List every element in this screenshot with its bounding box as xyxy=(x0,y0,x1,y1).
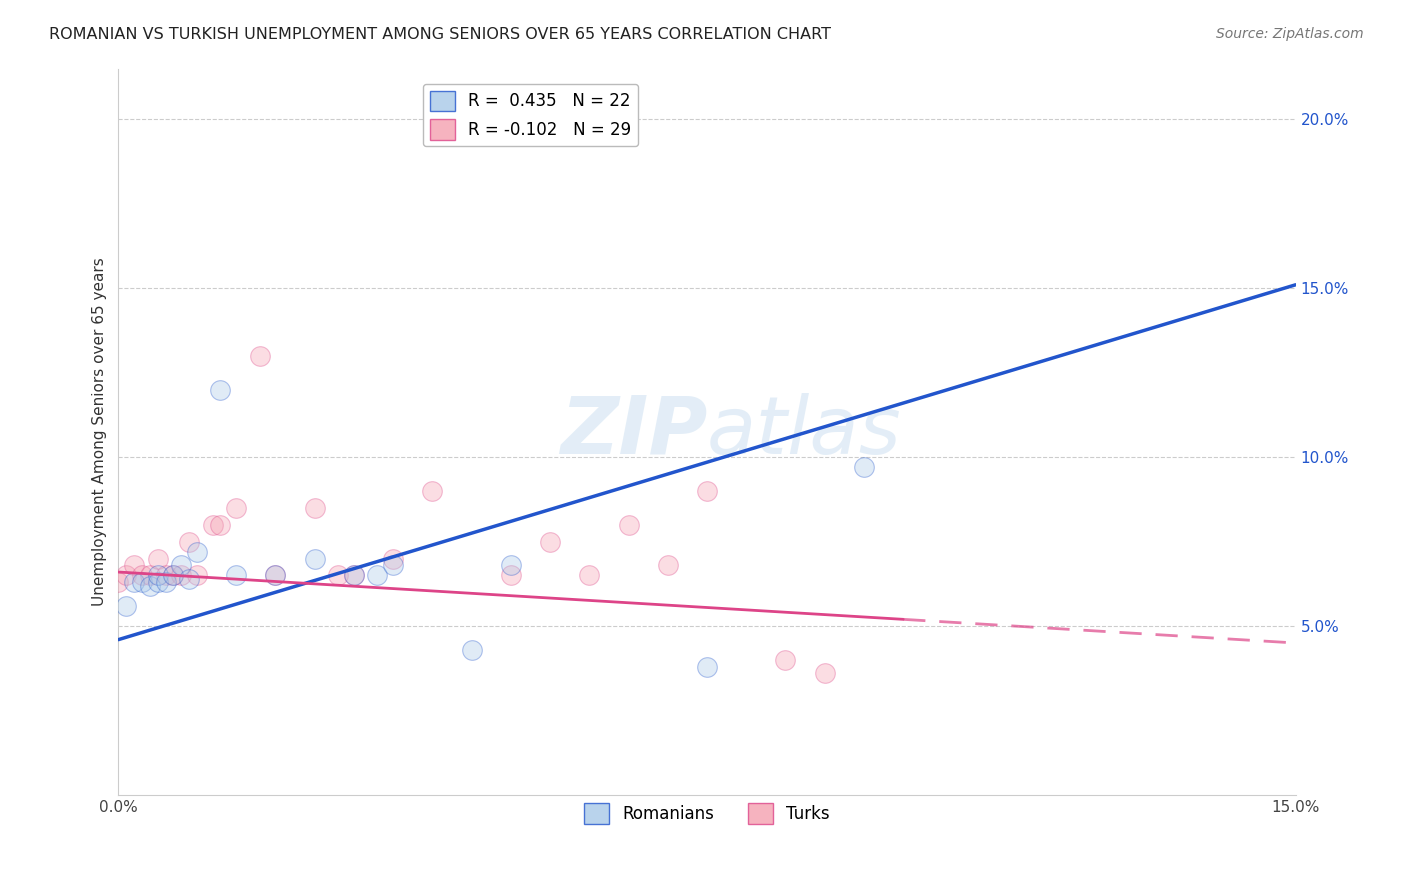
Point xyxy=(382,558,405,573)
Point xyxy=(696,483,718,498)
Point xyxy=(304,500,326,515)
Point xyxy=(499,568,522,582)
Point xyxy=(162,568,184,582)
Y-axis label: Unemployment Among Seniors over 65 years: Unemployment Among Seniors over 65 years xyxy=(93,258,107,607)
Point xyxy=(146,551,169,566)
Point xyxy=(366,568,388,582)
Point xyxy=(657,558,679,573)
Point xyxy=(170,558,193,573)
Point xyxy=(422,483,444,498)
Point xyxy=(155,568,177,582)
Point xyxy=(170,568,193,582)
Point xyxy=(460,642,482,657)
Point xyxy=(146,568,169,582)
Point xyxy=(177,534,200,549)
Point xyxy=(343,568,366,582)
Point xyxy=(249,349,271,363)
Text: Source: ZipAtlas.com: Source: ZipAtlas.com xyxy=(1216,27,1364,41)
Point xyxy=(139,568,162,582)
Point xyxy=(177,572,200,586)
Point xyxy=(775,653,797,667)
Point xyxy=(115,599,138,613)
Point xyxy=(107,575,129,590)
Point xyxy=(225,500,247,515)
Point xyxy=(538,534,561,549)
Point xyxy=(201,517,224,532)
Point xyxy=(209,383,232,397)
Text: ROMANIAN VS TURKISH UNEMPLOYMENT AMONG SENIORS OVER 65 YEARS CORRELATION CHART: ROMANIAN VS TURKISH UNEMPLOYMENT AMONG S… xyxy=(49,27,831,42)
Point xyxy=(617,517,640,532)
Text: ZIP: ZIP xyxy=(560,392,707,471)
Text: atlas: atlas xyxy=(707,392,901,471)
Point xyxy=(131,575,153,590)
Point xyxy=(155,575,177,590)
Point xyxy=(304,551,326,566)
Point xyxy=(209,517,232,532)
Point xyxy=(696,659,718,673)
Point xyxy=(122,575,145,590)
Point xyxy=(146,575,169,590)
Point xyxy=(115,568,138,582)
Point xyxy=(139,578,162,592)
Point xyxy=(814,666,837,681)
Point xyxy=(225,568,247,582)
Point xyxy=(578,568,600,582)
Point xyxy=(382,551,405,566)
Point xyxy=(328,568,350,582)
Point xyxy=(131,568,153,582)
Point xyxy=(186,568,208,582)
Legend: Romanians, Turks: Romanians, Turks xyxy=(578,797,837,830)
Point xyxy=(852,460,875,475)
Point xyxy=(162,568,184,582)
Point xyxy=(186,545,208,559)
Point xyxy=(499,558,522,573)
Point xyxy=(343,568,366,582)
Point xyxy=(264,568,287,582)
Point xyxy=(264,568,287,582)
Point xyxy=(122,558,145,573)
